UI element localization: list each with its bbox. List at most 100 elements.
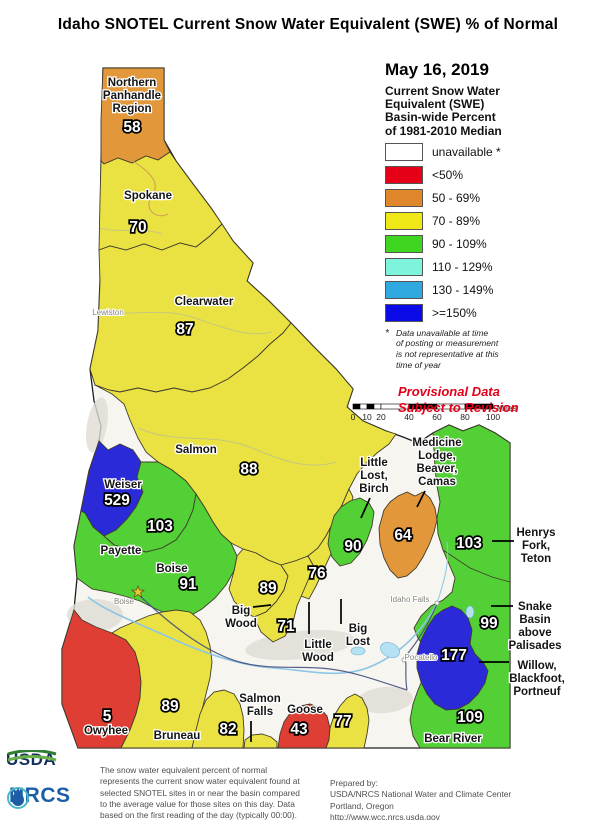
medicine-lodge-beaver-camas-label: Medicine [412, 437, 461, 449]
big-lost-label: Lost [346, 636, 370, 648]
legend-entry-label: 110 - 129% [432, 259, 493, 274]
text-line: of posting or measurement [396, 338, 499, 349]
salmon-label: Salmon [175, 444, 217, 456]
legend-swatch [385, 211, 423, 230]
salmon-falls-label: Salmon [239, 693, 281, 705]
big-wood-label: Big [232, 605, 251, 617]
bruneau-value: 89 [161, 698, 179, 715]
map-description: The snow water equivalent percent of nor… [100, 765, 335, 820]
salmon-falls-label: Falls [247, 706, 273, 718]
legend-swatch [385, 280, 423, 299]
text-line: Prepared by: [330, 778, 378, 788]
legend-swatch [385, 188, 423, 207]
owyhee-label: Owyhee [84, 725, 128, 737]
legend-footnote: * Data unavailable at time of posting or … [385, 328, 613, 370]
text-line: http://www.wcc.nrcs.usda.gov [330, 811, 440, 820]
clearwater-value: 87 [176, 321, 193, 338]
usda-swoosh-icon [7, 750, 57, 762]
legend-date: May 16, 2019 [385, 60, 489, 79]
legend-entry: 110 - 129% [385, 257, 613, 276]
usda-wordmark: USDA [6, 750, 57, 769]
clearwater-label: Clearwater [175, 296, 234, 308]
legend-swatch [385, 165, 423, 184]
scale-tick-20: 20 [376, 412, 386, 422]
weiser-value: 529 [104, 492, 130, 509]
legend-entry: unavailable * [385, 142, 613, 161]
snake-basin-above-palisades-label: Palisades [508, 640, 561, 652]
nrcs-logo: NRCS [6, 784, 71, 809]
text-line: time of year [396, 359, 441, 370]
big-lost-value: 76 [308, 565, 326, 582]
city-markers [131, 585, 440, 663]
basin-boise [73, 492, 238, 618]
henrys-fork-teton-label: Teton [521, 553, 551, 565]
salmon-falls-value: 82 [219, 721, 236, 738]
boise-label: Boise [156, 563, 187, 575]
legend-entry-label: 130 - 149% [432, 282, 494, 297]
scale-tick-60: 60 [432, 412, 442, 422]
willow-blackfoot-portneuf-label: Willow, [517, 660, 556, 672]
big-wood-label: Wood [225, 618, 257, 630]
snake-basin-above-palisades-label: above [518, 627, 551, 639]
text-line: of 1981-2010 Median [385, 123, 502, 138]
boise-star-icon [131, 585, 145, 598]
lewiston-label: Lewiston [92, 308, 124, 317]
big-wood-pointer-line [252, 604, 272, 608]
footnote-asterisk: * [385, 327, 389, 339]
legend-entry-label: <50% [432, 167, 464, 182]
northern-panhandle-label: Panhandle [103, 90, 161, 102]
legend-entry-label: >=150% [432, 305, 477, 320]
lakes [350, 605, 475, 658]
big-lost-label: Big [349, 623, 368, 635]
text-line: Data unavailable at time [396, 327, 489, 338]
scale-tick-10: 10 [362, 412, 372, 422]
basin-medicine-lodge-beaver-camas [378, 491, 438, 579]
idaho-falls-label: Idaho Falls [390, 595, 429, 604]
basin-salmon-falls [191, 689, 245, 749]
spokane-value: 70 [129, 219, 146, 236]
medicine-lodge-beaver-camas-pointer-line [416, 490, 426, 508]
bruneau-label: Bruneau [154, 730, 201, 742]
basin-raft [325, 693, 370, 749]
pocatello-dot [401, 657, 407, 663]
legend-swatch [385, 257, 423, 276]
text-line: selected SNOTEL sites in or near the bas… [100, 787, 300, 798]
snake-basin-above-palisades-label: Basin [519, 614, 550, 626]
scale-tick-0: 0 [351, 412, 356, 422]
little-lost-birch-label: Little [360, 457, 387, 469]
little-lost-birch-value: 90 [344, 538, 361, 555]
provisional-notice: Provisional Data Subject to Revision [398, 384, 613, 415]
willow-blackfoot-portneuf-label: Blackfoot, [509, 673, 565, 685]
northern-panhandle-value: 58 [123, 119, 141, 136]
weiser-label: Weiser [104, 479, 142, 491]
legend-entry: 90 - 109% [385, 234, 613, 253]
goose-label: Goose [287, 704, 323, 716]
usda-logo: USDA [6, 750, 96, 770]
legend-subtitle: Current Snow Water Equivalent (SWE) Basin-… [385, 84, 613, 138]
snake-basin-above-palisades-label: Snake [518, 601, 552, 613]
scale-tick-80: 80 [460, 412, 470, 422]
willow-blackfoot-portneuf-label: Portneuf [513, 686, 560, 698]
text-line: is not representative at this [396, 349, 499, 359]
henrys-fork-teton-label: Henrys [517, 527, 556, 539]
northern-panhandle-label: Northern [108, 77, 157, 89]
legend-entry-label: 90 - 109% [432, 236, 487, 251]
text-line: USDA/NRCS National Water and Climate Cen… [330, 789, 512, 800]
text-line: Equivalent (SWE) [385, 97, 485, 112]
legend-entry-label: unavailable * [432, 144, 501, 159]
medicine-lodge-beaver-camas-label: Lodge, [418, 450, 456, 462]
payette-label: Payette [101, 545, 142, 557]
text-line: represents the current snow water equiva… [100, 776, 300, 787]
boise-city-label: Boise [114, 597, 135, 606]
text-line: based on the first reading of the day (t… [100, 810, 297, 820]
little-lost-birch-label: Birch [359, 483, 388, 495]
legend-entry-label: 50 - 69% [432, 190, 481, 205]
willow-blackfoot-portneuf-value: 177 [441, 647, 467, 664]
little-wood-label: Little [304, 639, 331, 651]
legend-entry: <50% [385, 165, 613, 184]
bear-river-value: 109 [457, 709, 483, 726]
medicine-lodge-beaver-camas-label: Camas [418, 476, 456, 488]
